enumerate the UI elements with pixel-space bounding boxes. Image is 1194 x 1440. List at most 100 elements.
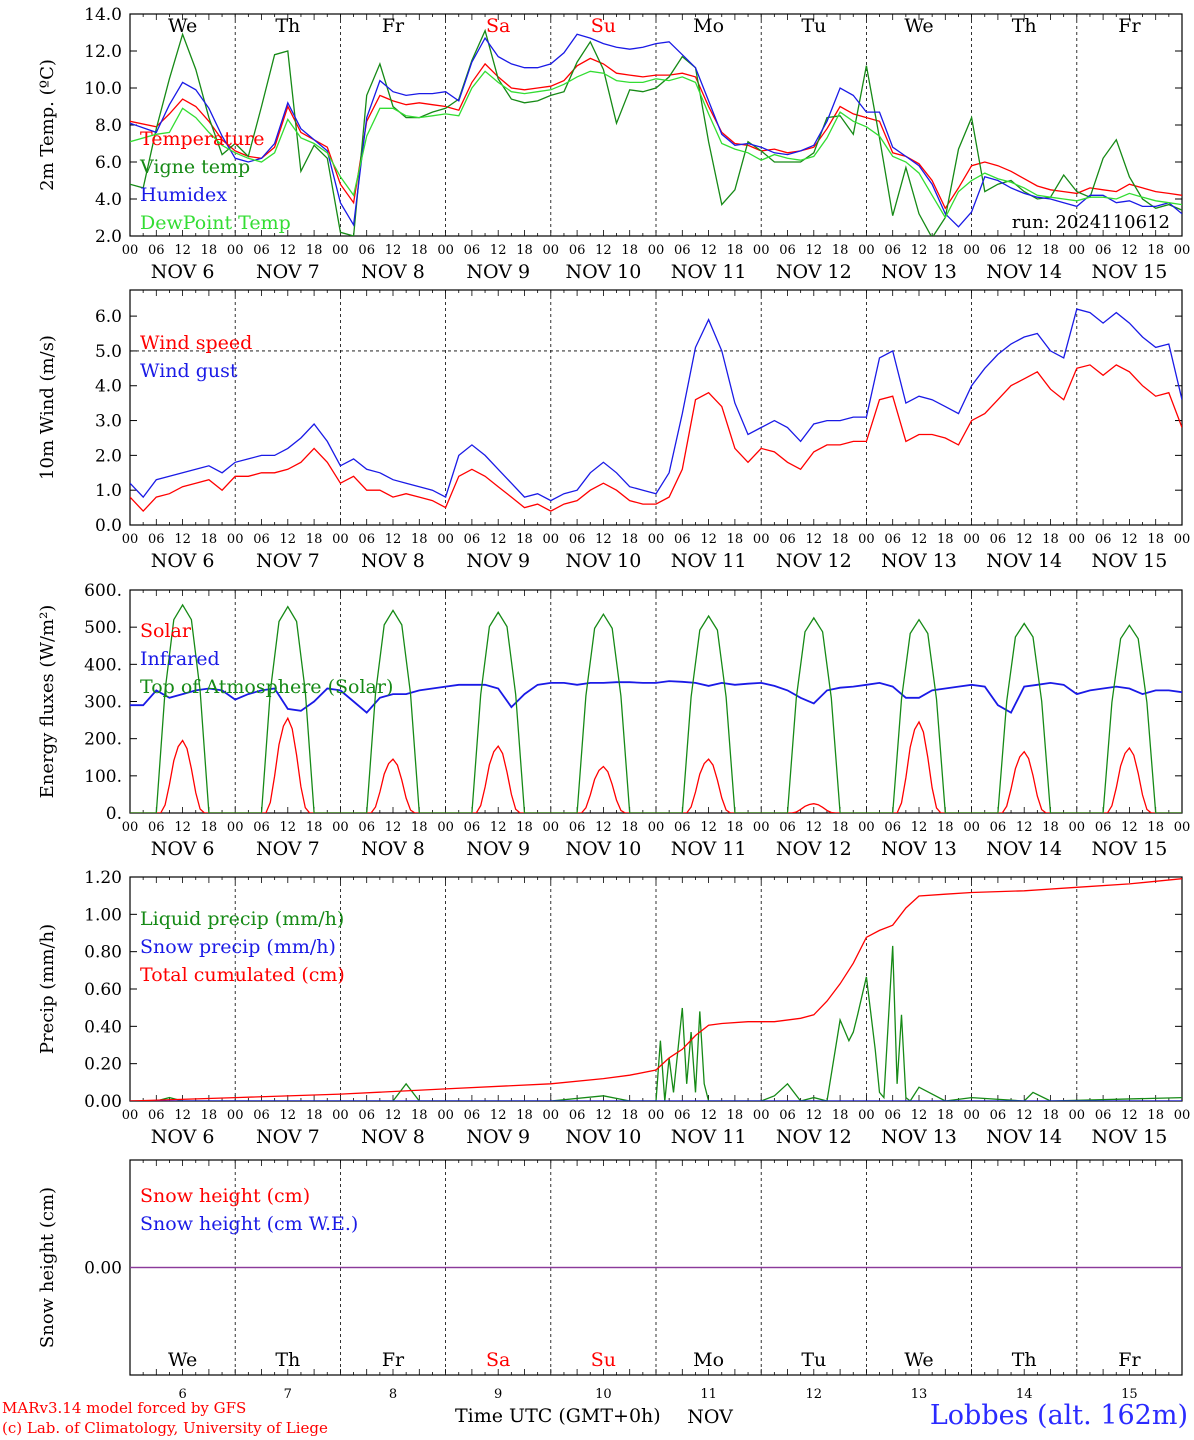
hour-tick-label: 06 (674, 532, 691, 547)
hour-tick-label: 12 (1121, 243, 1138, 258)
hour-tick-label: 00 (543, 1108, 560, 1123)
series-line (130, 70, 1182, 219)
legend-entry: Infrared (140, 648, 220, 670)
hour-tick-label: 18 (832, 243, 849, 258)
date-label: NOV 12 (776, 1126, 852, 1148)
weekday-label: Th (1012, 15, 1037, 37)
y-tick-label: 0.20 (84, 1055, 122, 1075)
hour-tick-label: 00 (122, 1108, 139, 1123)
date-label: NOV 8 (361, 550, 425, 572)
hour-tick-label: 18 (201, 1108, 218, 1123)
hour-tick-label: 06 (148, 532, 165, 547)
date-label: NOV 9 (466, 1126, 530, 1148)
hour-tick-label: 00 (332, 243, 349, 258)
hour-tick-label: 06 (884, 532, 901, 547)
legend-entry: DewPoint Temp (140, 212, 291, 234)
y-tick-label: 0.60 (84, 980, 122, 1000)
hour-tick-label: 18 (832, 820, 849, 835)
hour-tick-label: 00 (858, 1108, 875, 1123)
y-tick-label: 3.0 (95, 412, 122, 432)
y-tick-label: 300. (84, 693, 122, 713)
hour-tick-label: 12 (174, 532, 191, 547)
weekday-label: Tu (801, 1349, 826, 1371)
hour-tick-label: 18 (727, 243, 744, 258)
hour-tick-label: 00 (858, 532, 875, 547)
month-label: NOV (687, 1406, 733, 1428)
hour-tick-label: 18 (1147, 532, 1164, 547)
legend-entry: Total cumulated (cm) (140, 964, 345, 986)
date-label: NOV 8 (361, 261, 425, 283)
hour-tick-label: 12 (911, 820, 928, 835)
y-tick-label: 100. (84, 767, 122, 787)
hour-tick-label: 06 (990, 532, 1007, 547)
hour-tick-label: 12 (1016, 820, 1033, 835)
hour-tick-label: 06 (990, 820, 1007, 835)
y-tick-label: 600. (84, 581, 122, 601)
y-tick-label: 200. (84, 730, 122, 750)
hour-tick-label: 00 (1069, 532, 1086, 547)
date-label: NOV 10 (565, 550, 641, 572)
hour-tick-label: 18 (937, 532, 954, 547)
weekday-label: Fr (382, 15, 405, 37)
hour-tick-label: 18 (621, 820, 638, 835)
hour-tick-label: 12 (280, 243, 297, 258)
hour-tick-label: 00 (543, 820, 560, 835)
y-tick-label: 8.0 (95, 116, 122, 136)
weekday-label: Tu (801, 15, 826, 37)
hour-tick-label: 18 (727, 820, 744, 835)
weekday-label: We (168, 1349, 197, 1371)
hour-tick-label: 18 (1147, 243, 1164, 258)
date-label: NOV 8 (361, 1126, 425, 1148)
hour-tick-label: 06 (358, 820, 375, 835)
hour-tick-label: 00 (648, 532, 665, 547)
hour-tick-label: 12 (806, 820, 823, 835)
hour-tick-label: 00 (227, 532, 244, 547)
hour-tick-label: 06 (464, 243, 481, 258)
hour-tick-label: 00 (648, 820, 665, 835)
y-tick-label: 14.0 (84, 5, 122, 25)
hour-tick-label: 12 (174, 1108, 191, 1123)
hour-tick-label: 00 (1174, 243, 1191, 258)
hour-tick-label: 18 (516, 243, 533, 258)
hour-tick-label: 18 (937, 243, 954, 258)
date-label: NOV 8 (361, 838, 425, 860)
hour-tick-label: 18 (306, 532, 323, 547)
legend-entry: Humidex (140, 184, 227, 206)
hour-tick-label: 00 (963, 532, 980, 547)
hour-tick-label: 00 (437, 532, 454, 547)
hour-tick-label: 12 (280, 1108, 297, 1123)
legend-entry: Vigne temp (139, 156, 250, 178)
date-label: NOV 15 (1091, 261, 1167, 283)
hour-tick-label: 06 (990, 1108, 1007, 1123)
hour-tick-label: 12 (490, 243, 507, 258)
hour-tick-label: 06 (674, 243, 691, 258)
hour-tick-label: 18 (516, 820, 533, 835)
date-label: NOV 11 (671, 550, 747, 572)
hour-tick-label: 18 (306, 243, 323, 258)
hour-tick-label: 18 (516, 1108, 533, 1123)
hour-tick-label: 18 (306, 1108, 323, 1123)
model-credit: MARv3.14 model forced by GFS (2, 1399, 247, 1417)
weekday-label: Th (1012, 1349, 1037, 1371)
hour-tick-label: 00 (753, 1108, 770, 1123)
day-number-label: 7 (284, 1387, 292, 1402)
hour-tick-label: 18 (1147, 820, 1164, 835)
panel-5: 0.00 Snow height (cm) We Th Fr Sa Su Mo Tu We Th Fr… (37, 1159, 1183, 1428)
series-line (130, 603, 1182, 813)
hour-tick-label: 12 (1121, 1108, 1138, 1123)
y-tick-label: 12.0 (84, 42, 122, 62)
date-label: NOV 13 (881, 838, 957, 860)
hour-tick-label: 06 (674, 1108, 691, 1123)
date-label: NOV 9 (466, 838, 530, 860)
legend-entry: Temperature (140, 128, 264, 150)
series-line (130, 716, 1182, 813)
hour-tick-label: 18 (516, 532, 533, 547)
panel-2: 0.0 1.0 2.0 3.0 4.0 5.0 6.0 10m Wind (m/s) 00 06 1… (37, 289, 1190, 572)
y-tick-label: 1.0 (95, 481, 122, 501)
date-label: NOV 11 (671, 1126, 747, 1148)
weekday-label: Fr (382, 1349, 405, 1371)
y-axis-label: Energy fluxes (W/m²) (37, 605, 58, 799)
legend-entry: Snow height (cm) (140, 1185, 310, 1207)
hour-tick-label: 06 (1095, 243, 1112, 258)
date-label: NOV 11 (671, 838, 747, 860)
